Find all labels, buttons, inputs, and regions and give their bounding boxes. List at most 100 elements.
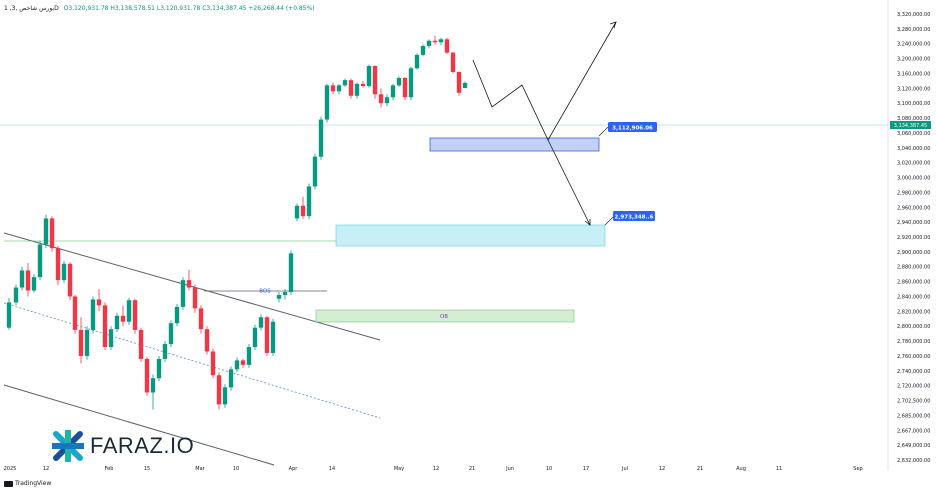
faraz-logo-icon <box>52 430 84 462</box>
y-tick-label: 3,280,000.00 <box>897 27 930 33</box>
callout-leader <box>598 126 609 137</box>
y-tick-label: 2,820,000.00 <box>897 309 930 315</box>
candle-down <box>72 296 78 330</box>
channel-upper-line <box>3 232 381 341</box>
candle-down <box>138 329 144 359</box>
ohlc-readout: O3,120,931.78 H3,138,578.51 L3,120,931.7… <box>63 5 315 12</box>
x-tick-label: Apr <box>289 466 299 472</box>
candle-up <box>336 85 342 92</box>
candle-up <box>180 280 186 307</box>
y-tick-label: 3,020,000.00 <box>897 161 930 167</box>
x-tick-label: Jul <box>621 466 628 472</box>
candle-up <box>150 378 156 393</box>
candle-down <box>67 263 73 297</box>
candle-down <box>186 280 192 288</box>
candle-down <box>96 299 102 306</box>
x-tick-label: Sep <box>853 466 862 472</box>
last-price-tag <box>890 121 931 129</box>
tradingview-icon <box>4 480 13 487</box>
callout-box <box>613 211 655 221</box>
callout-text: 2,973,348..6 <box>615 215 654 221</box>
candle-up <box>37 244 43 278</box>
y-tick-label: 2,649,000.00 <box>897 443 930 449</box>
candle-down <box>25 270 31 291</box>
candle-down <box>132 300 138 330</box>
y-tick-label: 3,120,000.00 <box>897 86 930 92</box>
ob-zone <box>315 309 575 323</box>
candle-up <box>6 302 12 328</box>
fvg-zone <box>335 224 606 247</box>
chart-header: 1 ,بورس شاخص ,3D O3,120,931.78 H3,138,57… <box>4 5 315 12</box>
candle-up <box>13 287 19 303</box>
y-tick-label: 2,740,000.00 <box>897 369 930 375</box>
candle-down <box>192 287 198 309</box>
y-tick-label: 2,920,000.00 <box>897 235 930 241</box>
y-tick-label: 2,632,000.00 <box>897 458 930 464</box>
candle-up <box>90 299 96 330</box>
candle-up <box>228 369 234 388</box>
x-tick-label: 17 <box>583 466 589 472</box>
candle-down <box>210 351 216 376</box>
projection-path-down <box>547 139 591 226</box>
candle-up <box>174 306 180 324</box>
y-tick-label: 3,060,000.00 <box>897 131 930 137</box>
candle-up <box>390 85 396 98</box>
candle-down <box>348 80 354 96</box>
candle-down <box>456 71 462 93</box>
y-tick-label: 3,200,000.00 <box>897 57 930 63</box>
logo-text: FARAZ.IO <box>90 433 195 458</box>
candle-up <box>84 329 90 356</box>
y-tick-label: 2,780,000.00 <box>897 339 930 345</box>
candle-up <box>234 360 240 370</box>
projection-arrowhead-down <box>584 219 591 226</box>
candle-down <box>49 218 55 249</box>
y-tick-label: 3,000,000.00 <box>897 176 930 182</box>
y-tick-label: 2,760,000.00 <box>897 354 930 360</box>
candle-down <box>330 85 336 92</box>
symbol-label: 1 ,بورس شاخص ,3D <box>4 5 59 12</box>
y-tick-label: 2,667,000.00 <box>897 428 930 434</box>
candle-down <box>402 77 408 98</box>
y-tick-label: 3,100,000.00 <box>897 101 930 107</box>
bos-label: BOS <box>259 289 271 295</box>
y-tick-label: 3,320,000.00 <box>897 12 930 18</box>
candle-up <box>318 119 324 157</box>
candle-up <box>324 85 330 120</box>
candle-up <box>288 253 294 293</box>
candle-up <box>282 292 288 295</box>
callout-text: 3,112,906.06 <box>612 126 653 132</box>
candle-down <box>120 315 126 322</box>
candle-up <box>462 82 468 88</box>
candle-up <box>19 270 25 288</box>
y-tick-label: 2,940,000.00 <box>897 220 930 226</box>
candle-up <box>366 66 372 87</box>
candle-up <box>342 80 348 86</box>
tradingview-footer: TradingView <box>4 480 51 487</box>
candle-up <box>408 68 414 98</box>
x-tick-label: 10 <box>233 466 239 472</box>
candle-down <box>55 248 61 281</box>
x-tick-label: 10 <box>546 466 552 472</box>
candle-up <box>258 317 264 328</box>
projection-path-up <box>472 21 617 141</box>
candle-down <box>198 308 204 330</box>
y-tick-label: 2,900,000.00 <box>897 250 930 256</box>
candle-up <box>252 327 258 348</box>
candle-down <box>432 40 438 43</box>
y-tick-label: 2,960,000.00 <box>897 205 930 211</box>
footer-text: TradingView <box>15 480 52 487</box>
x-tick-label: Mar <box>195 466 205 472</box>
candle-down <box>78 329 84 356</box>
y-tick-label: 2,880,000.00 <box>897 265 930 271</box>
candle-down <box>264 317 270 353</box>
candle-down <box>450 52 456 72</box>
candle-up <box>384 97 390 104</box>
candle-down <box>240 360 246 365</box>
y-tick-label: 2,840,000.00 <box>897 294 930 300</box>
candle-up <box>276 294 282 299</box>
candle-up <box>414 54 420 69</box>
candle-down <box>204 329 210 352</box>
channel-mid-line <box>3 302 381 419</box>
y-tick-label: 3,040,000.00 <box>897 146 930 152</box>
